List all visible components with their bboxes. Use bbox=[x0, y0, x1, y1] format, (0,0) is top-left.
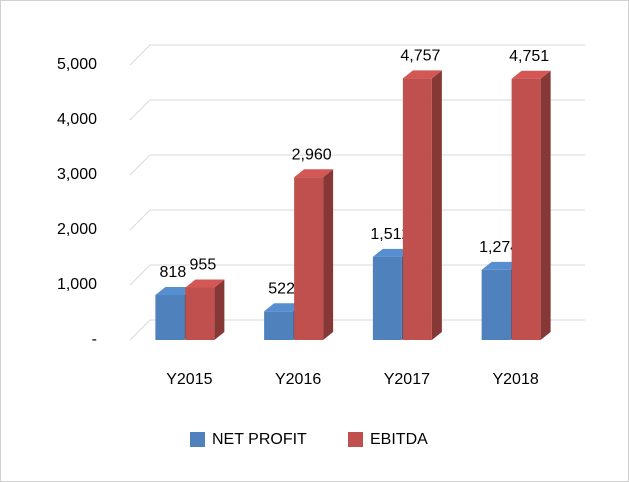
bar bbox=[481, 269, 511, 340]
bar-top bbox=[264, 303, 304, 312]
x-tick-label: Y2015 bbox=[166, 371, 212, 388]
bar-side bbox=[214, 279, 225, 340]
y-tick-label: 5,000 bbox=[57, 56, 97, 73]
x-tick-label: Y2016 bbox=[275, 371, 321, 388]
value-label: 818 bbox=[160, 264, 187, 281]
legend-label: EBITDA bbox=[370, 431, 428, 448]
y-tick-label: 2,000 bbox=[57, 221, 97, 238]
value-label: 1,274 bbox=[479, 239, 519, 256]
bar-top bbox=[372, 248, 412, 257]
bar bbox=[294, 177, 324, 340]
grid-line bbox=[129, 44, 585, 66]
legend-label: NET PROFIT bbox=[212, 431, 307, 448]
value-label: 2,960 bbox=[292, 146, 332, 163]
x-tick-label: Y2018 bbox=[492, 371, 538, 388]
bar bbox=[264, 311, 294, 340]
value-label: 1,512 bbox=[370, 226, 410, 243]
bar-top bbox=[185, 279, 225, 288]
y-tick-label: 3,000 bbox=[57, 166, 97, 183]
bar-side bbox=[540, 70, 551, 340]
bar bbox=[372, 256, 402, 340]
y-tick-label: 1,000 bbox=[57, 276, 97, 293]
bar bbox=[155, 295, 185, 340]
bar-top bbox=[294, 169, 334, 178]
legend-swatch bbox=[348, 432, 363, 447]
bar-top bbox=[155, 287, 195, 296]
value-label: 4,757 bbox=[400, 48, 440, 65]
bar bbox=[185, 287, 215, 340]
value-label: 522 bbox=[268, 281, 295, 298]
bar-top bbox=[511, 70, 551, 79]
bar-top bbox=[481, 261, 521, 270]
value-label: 955 bbox=[190, 257, 217, 274]
bar bbox=[511, 78, 541, 340]
y-tick-label: - bbox=[92, 331, 97, 348]
value-label: 4,751 bbox=[509, 48, 549, 65]
legend-swatch bbox=[190, 432, 205, 447]
bar bbox=[402, 78, 432, 341]
bar-side bbox=[323, 169, 334, 340]
y-tick-label: 4,000 bbox=[57, 111, 97, 128]
bar-top bbox=[402, 70, 442, 79]
bar-side bbox=[431, 70, 442, 341]
x-tick-label: Y2017 bbox=[384, 371, 430, 388]
